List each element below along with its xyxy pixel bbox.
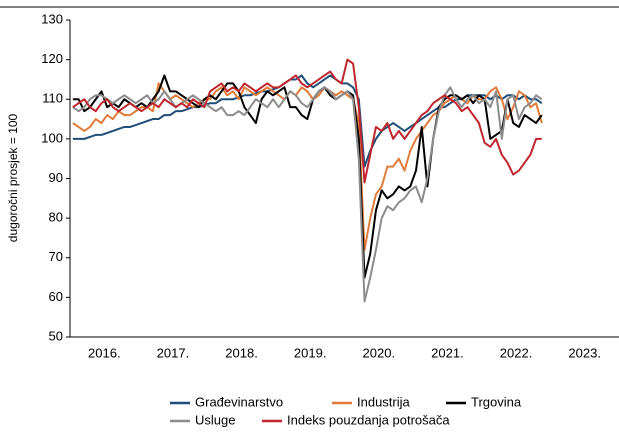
y-tick-label: 70 [49, 249, 63, 264]
y-tick-label: 110 [42, 91, 63, 106]
y-tick-label: 80 [49, 210, 63, 225]
y-tick-label: 50 [49, 328, 63, 343]
y-tick-label: 130 [41, 11, 63, 26]
x-tick-label: 2022. [500, 345, 533, 360]
x-tick-label: 2017. [157, 345, 190, 360]
x-tick-label: 2023. [568, 345, 601, 360]
legend-label: Industrija [357, 394, 411, 409]
x-tick-label: 2019. [294, 345, 327, 360]
y-axis-label: dugoročni prosjek = 100 [6, 113, 20, 242]
series-line [72, 86, 543, 303]
legend-label: Usluge [195, 412, 235, 427]
y-tick-label: 60 [49, 289, 63, 304]
series-line [72, 58, 542, 184]
x-tick-label: 2016. [88, 345, 121, 360]
x-tick-label: 2020. [363, 345, 396, 360]
legend-label: Indeks pouzdanja potrošača [287, 412, 450, 427]
y-tick-label: 100 [41, 130, 63, 145]
legend-label: Građevinarstvo [195, 394, 283, 409]
y-tick-label: 120 [41, 51, 63, 66]
series-line [72, 82, 543, 251]
legend-label: Trgovina [471, 394, 522, 409]
series-line [72, 74, 543, 168]
x-tick-label: 2018. [225, 345, 258, 360]
y-tick-label: 90 [49, 170, 63, 185]
x-tick-label: 2021. [431, 345, 464, 360]
